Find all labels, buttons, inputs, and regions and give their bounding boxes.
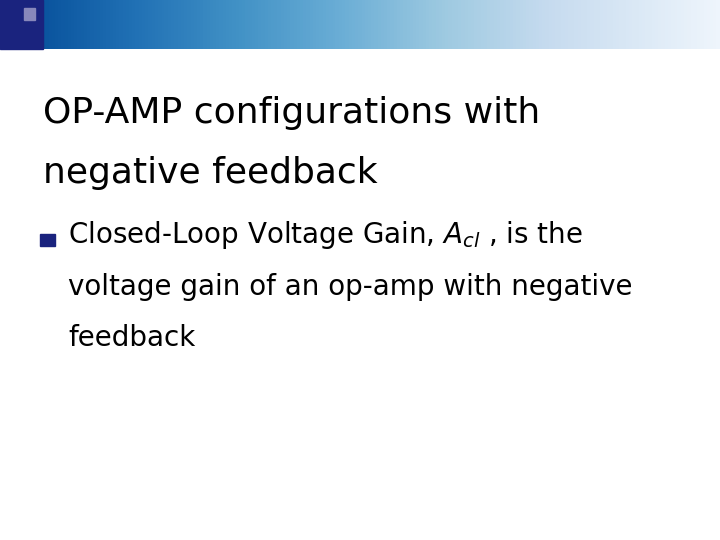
- Text: OP-AMP configurations with: OP-AMP configurations with: [43, 97, 541, 130]
- Text: feedback: feedback: [68, 323, 196, 352]
- Bar: [7, 5, 23, 23]
- Bar: [24, 8, 35, 20]
- Text: voltage gain of an op-amp with negative: voltage gain of an op-amp with negative: [68, 273, 633, 301]
- Bar: [0, 0, 43, 49]
- Text: Closed-Loop Voltage Gain, $A_{cl}$ , is the: Closed-Loop Voltage Gain, $A_{cl}$ , is …: [68, 219, 583, 251]
- Bar: [40, 234, 55, 246]
- Text: negative feedback: negative feedback: [43, 156, 378, 190]
